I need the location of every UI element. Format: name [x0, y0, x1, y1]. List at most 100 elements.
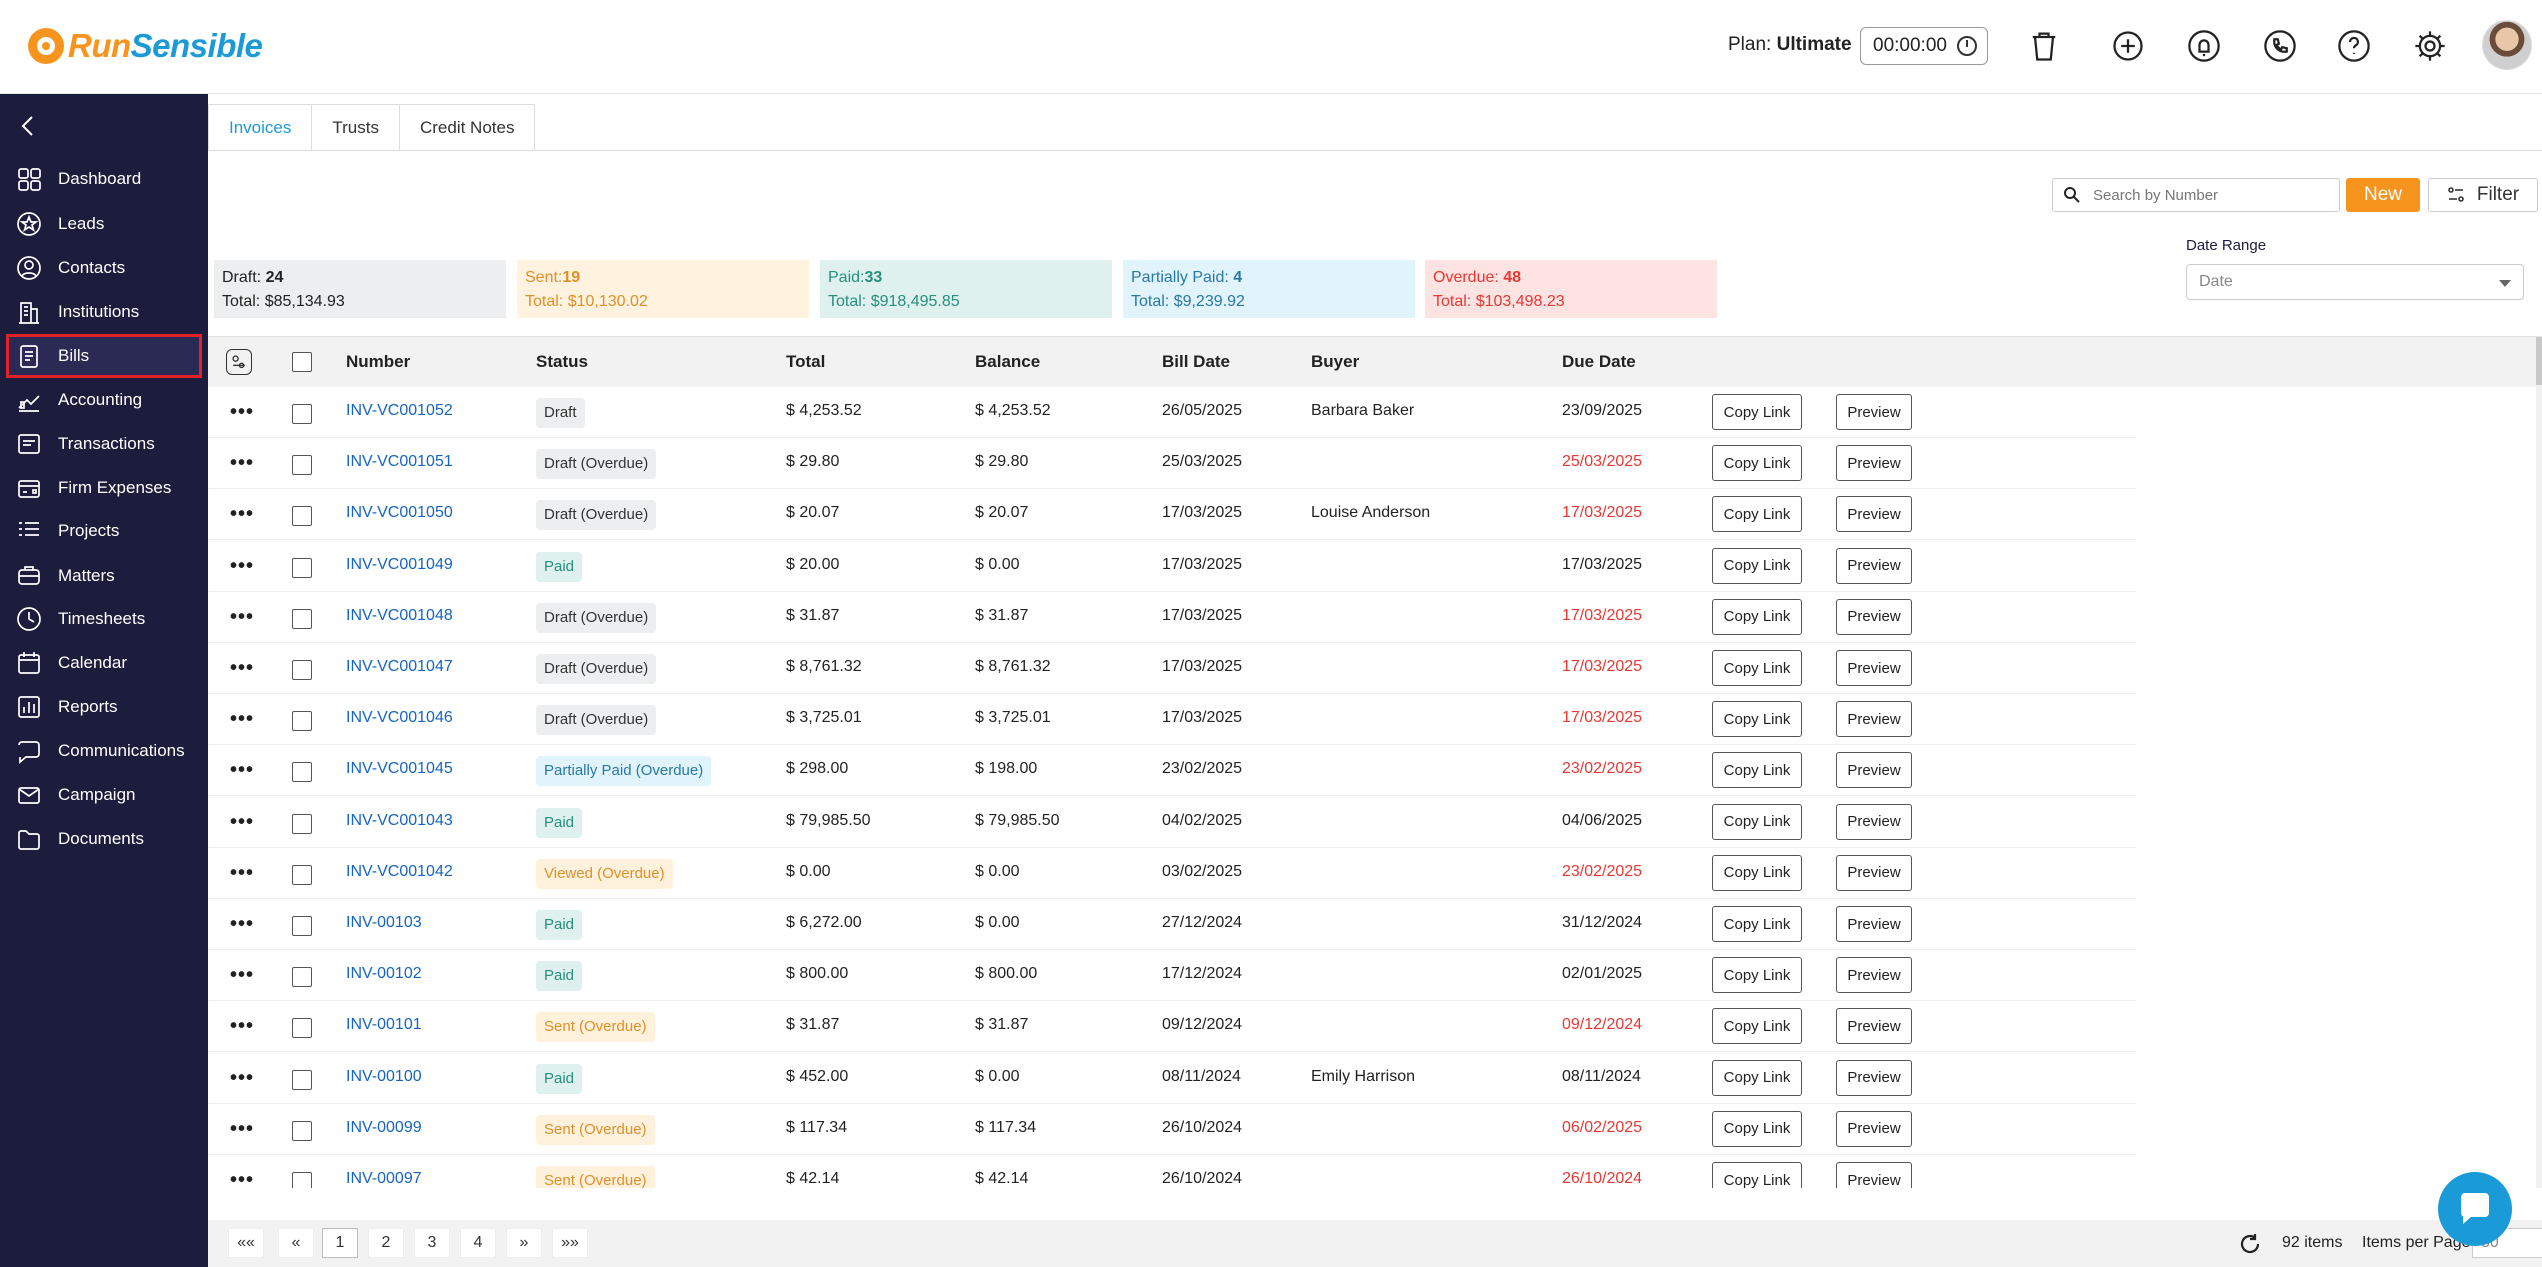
preview-button[interactable]: Preview	[1836, 445, 1912, 482]
search-box[interactable]	[2052, 178, 2340, 212]
sidebar-item-firm-expenses[interactable]: Firm Expenses	[8, 468, 200, 508]
invoice-number-link[interactable]: INV-VC001047	[346, 658, 453, 675]
preview-button[interactable]: Preview	[1836, 650, 1912, 686]
table-row[interactable]: ••• INV-VC001049 Paid $ 20.00 $ 0.00 17/03/20…	[208, 541, 2136, 592]
more-actions-icon[interactable]: •••	[230, 554, 255, 577]
table-row[interactable]: ••• INV-VC001042 Viewed (Overdue) $ 0.00 $ 0…	[208, 848, 2136, 899]
sidebar-item-leads[interactable]: Leads	[8, 204, 200, 244]
vertical-scrollbar[interactable]	[2536, 337, 2542, 1188]
trash-icon[interactable]	[2024, 26, 2064, 66]
more-actions-icon[interactable]: •••	[230, 708, 255, 731]
more-actions-icon[interactable]: •••	[230, 1169, 255, 1188]
table-row[interactable]: ••• INV-VC001051 Draft (Overdue) $ 29.80 $ 2…	[208, 438, 2136, 490]
runsensible-logo[interactable]: RunSensible	[28, 24, 263, 68]
preview-button[interactable]: Preview	[1836, 1008, 1912, 1045]
row-checkbox[interactable]	[292, 455, 312, 476]
table-row[interactable]: ••• INV-VC001046 Draft (Overdue) $ 3,725.01…	[208, 694, 2136, 746]
row-checkbox[interactable]	[292, 813, 312, 834]
invoice-number-link[interactable]: INV-VC001052	[346, 402, 453, 419]
help-icon[interactable]	[2334, 26, 2374, 66]
copy-link-button[interactable]: Copy Link	[1712, 445, 1802, 482]
preview-button[interactable]: Preview	[1836, 701, 1912, 738]
table-row[interactable]: ••• INV-VC001052 Draft $ 4,253.52 $ 4,253.52…	[208, 387, 2136, 438]
sidebar-item-communications[interactable]: Communications	[8, 731, 200, 771]
table-row[interactable]: ••• INV-VC001043 Paid $ 79,985.50 $ 79,985.5…	[208, 797, 2136, 848]
column-header-balance[interactable]: Balance	[975, 352, 1041, 371]
column-header-status[interactable]: Status	[536, 352, 588, 371]
more-actions-icon[interactable]: •••	[230, 657, 255, 679]
first-page-button[interactable]: ««	[228, 1228, 264, 1258]
new-invoice-button[interactable]: New	[2346, 178, 2420, 212]
sidebar-item-accounting[interactable]: Accounting	[8, 380, 200, 420]
add-circle-icon[interactable]	[2108, 26, 2148, 66]
sidebar-item-transactions[interactable]: Transactions	[8, 424, 200, 464]
invoice-number-link[interactable]: INV-00101	[346, 1016, 422, 1034]
more-actions-icon[interactable]: •••	[230, 452, 255, 475]
sidebar-item-projects[interactable]: Projects	[8, 511, 200, 551]
gear-icon[interactable]	[2410, 26, 2450, 66]
preview-button[interactable]: Preview	[1836, 957, 1912, 994]
copy-link-button[interactable]: Copy Link	[1712, 701, 1802, 738]
preview-button[interactable]: Preview	[1836, 1110, 1912, 1147]
summary-card-overdue[interactable]: Overdue: 48 Total: $103,498.23	[1425, 260, 1717, 318]
row-checkbox[interactable]	[292, 404, 312, 424]
row-checkbox[interactable]	[292, 762, 312, 783]
sidebar-item-bills[interactable]: Bills	[6, 334, 202, 378]
preview-button[interactable]: Preview	[1836, 547, 1912, 584]
more-actions-icon[interactable]: •••	[230, 759, 255, 782]
table-row[interactable]: ••• INV-00103 Paid $ 6,272.00 $ 0.00 27/12/20…	[208, 899, 2136, 950]
column-header-total[interactable]: Total	[786, 352, 826, 371]
copy-link-button[interactable]: Copy Link	[1712, 752, 1802, 789]
copy-link-button[interactable]: Copy Link	[1712, 547, 1802, 584]
more-actions-icon[interactable]: •••	[230, 1117, 255, 1140]
sidebar-item-matters[interactable]: Matters	[8, 556, 200, 596]
tab-invoices[interactable]: Invoices	[208, 104, 313, 150]
column-settings-icon[interactable]	[226, 349, 252, 375]
summary-card-sent[interactable]: Sent:19 Total: $10,130.02	[517, 260, 809, 318]
user-avatar[interactable]	[2482, 20, 2532, 70]
preview-button[interactable]: Preview	[1836, 496, 1912, 533]
select-all-checkbox[interactable]	[292, 352, 312, 372]
table-row[interactable]: ••• INV-VC001048 Draft (Overdue) $ 31.87 $ 3…	[208, 592, 2136, 643]
table-row[interactable]: ••• INV-00101 Sent (Overdue) $ 31.87 $ 31.87…	[208, 1001, 2136, 1053]
copy-link-button[interactable]: Copy Link	[1712, 394, 1802, 430]
page-button-3[interactable]: 3	[414, 1228, 450, 1258]
tab-credit-notes[interactable]: Credit Notes	[398, 104, 536, 150]
copy-link-button[interactable]: Copy Link	[1712, 1008, 1802, 1045]
filter-button[interactable]: Filter	[2428, 178, 2538, 212]
sidebar-item-dashboard[interactable]: Dashboard	[8, 159, 200, 199]
invoice-number-link[interactable]: INV-VC001045	[346, 760, 453, 778]
page-button-1[interactable]: 1	[322, 1228, 358, 1258]
invoice-number-link[interactable]: INV-VC001051	[346, 453, 453, 471]
row-checkbox[interactable]	[292, 1069, 312, 1090]
preview-button[interactable]: Preview	[1836, 752, 1912, 789]
sidebar-item-contacts[interactable]: Contacts	[8, 248, 200, 288]
row-checkbox[interactable]	[292, 1172, 312, 1188]
copy-link-button[interactable]: Copy Link	[1712, 957, 1802, 994]
copy-link-button[interactable]: Copy Link	[1712, 496, 1802, 533]
last-page-button[interactable]: »»	[552, 1228, 588, 1258]
page-button-2[interactable]: 2	[368, 1228, 404, 1258]
more-actions-icon[interactable]: •••	[230, 1015, 255, 1038]
invoice-number-link[interactable]: INV-VC001042	[346, 862, 453, 880]
table-row[interactable]: ••• INV-VC001045 Partially Paid (Overdue) $…	[208, 745, 2136, 797]
chevron-left-icon[interactable]	[14, 112, 42, 140]
more-actions-icon[interactable]: •••	[230, 1066, 255, 1089]
preview-button[interactable]: Preview	[1836, 1059, 1912, 1096]
invoice-number-link[interactable]: INV-00102	[346, 965, 422, 983]
phone-icon[interactable]	[2260, 26, 2300, 66]
more-actions-icon[interactable]: •••	[230, 964, 255, 987]
tab-trusts[interactable]: Trusts	[311, 104, 400, 150]
previous-page-button[interactable]: «	[278, 1228, 314, 1258]
copy-link-button[interactable]: Copy Link	[1712, 1110, 1802, 1147]
invoice-number-link[interactable]: INV-00103	[346, 914, 422, 931]
column-header-bill-date[interactable]: Bill Date	[1162, 352, 1231, 371]
sidebar-item-documents[interactable]: Documents	[8, 819, 200, 859]
preview-button[interactable]: Preview	[1836, 598, 1912, 635]
invoice-number-link[interactable]: INV-VC001049	[346, 555, 453, 573]
invoice-number-link[interactable]: INV-VC001043	[346, 811, 453, 829]
more-actions-icon[interactable]: •••	[230, 913, 255, 935]
search-input[interactable]	[2093, 186, 2333, 204]
column-header-number[interactable]: Number	[346, 352, 411, 371]
row-checkbox[interactable]	[292, 660, 312, 680]
